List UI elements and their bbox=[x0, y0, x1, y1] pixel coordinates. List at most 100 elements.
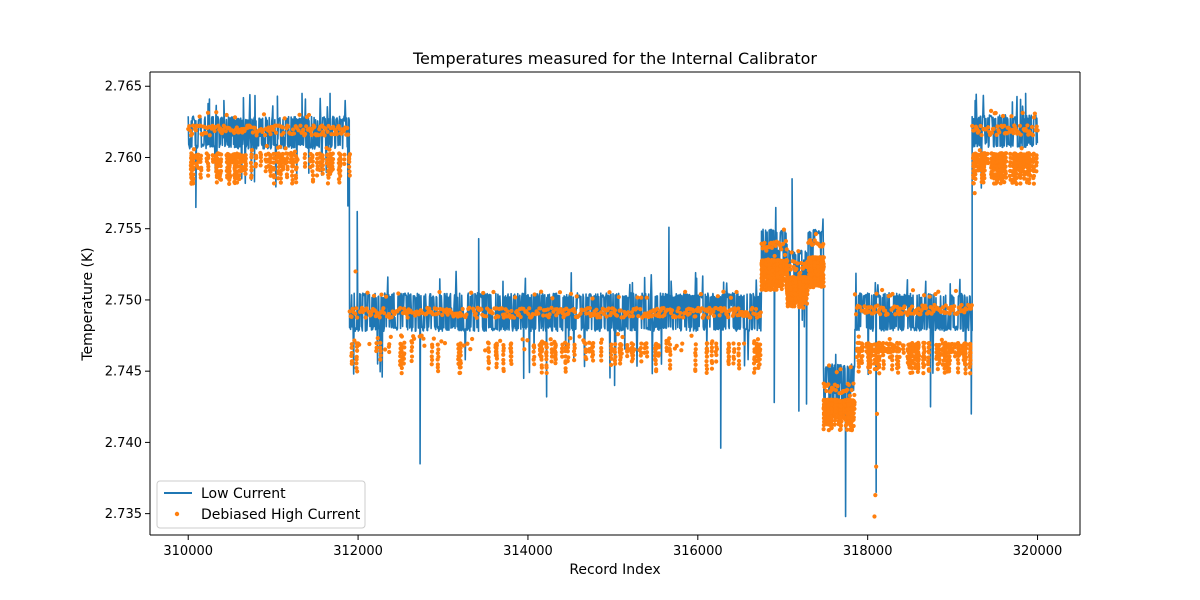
debiased-high-current-point bbox=[995, 124, 1000, 129]
debiased-high-current-point bbox=[942, 366, 947, 371]
debiased-high-current-point bbox=[825, 422, 830, 427]
debiased-high-current-point bbox=[676, 306, 681, 311]
debiased-high-current-point bbox=[630, 346, 635, 351]
debiased-high-current-point bbox=[927, 294, 932, 299]
debiased-high-current-point bbox=[238, 160, 243, 165]
debiased-high-current-point bbox=[304, 124, 309, 129]
debiased-high-current-point bbox=[759, 267, 764, 272]
debiased-high-current-point bbox=[249, 148, 255, 153]
debiased-high-current-point bbox=[429, 354, 434, 359]
debiased-high-current-point bbox=[878, 312, 883, 317]
debiased-high-current-point bbox=[290, 181, 295, 186]
debiased-high-current-point bbox=[664, 348, 669, 354]
debiased-high-current-point bbox=[277, 144, 283, 149]
debiased-high-current-point bbox=[775, 258, 780, 263]
debiased-high-current-point bbox=[881, 366, 886, 371]
debiased-high-current-point bbox=[199, 168, 204, 173]
debiased-high-current-point bbox=[753, 306, 759, 312]
debiased-high-current-point bbox=[337, 180, 342, 185]
debiased-high-current-point bbox=[766, 270, 772, 275]
debiased-high-current-point bbox=[572, 342, 577, 347]
debiased-high-current-point bbox=[709, 348, 714, 354]
debiased-high-current-point bbox=[544, 345, 549, 350]
debiased-high-current-point bbox=[532, 362, 537, 367]
debiased-high-current-point bbox=[821, 242, 826, 247]
debiased-high-current-point bbox=[549, 354, 555, 359]
debiased-high-current-point bbox=[283, 146, 288, 151]
debiased-high-current-point bbox=[429, 362, 434, 367]
debiased-high-current-point bbox=[947, 369, 952, 374]
debiased-high-current-point bbox=[532, 345, 537, 350]
debiased-high-current-point bbox=[736, 353, 741, 358]
debiased-high-current-point bbox=[751, 361, 757, 366]
debiased-high-current-point bbox=[491, 289, 496, 295]
debiased-high-current-point bbox=[910, 370, 915, 375]
debiased-high-current-point bbox=[772, 287, 777, 292]
debiased-high-current-point bbox=[249, 155, 254, 160]
debiased-high-current-point bbox=[266, 151, 271, 156]
debiased-high-current-point bbox=[936, 349, 941, 354]
debiased-high-current-point bbox=[910, 365, 915, 371]
debiased-high-current-point bbox=[320, 167, 326, 172]
debiased-high-current-point bbox=[217, 176, 222, 181]
debiased-high-current-point bbox=[962, 353, 967, 358]
debiased-high-current-point bbox=[338, 152, 343, 157]
debiased-high-current-point bbox=[906, 311, 911, 316]
debiased-high-current-point bbox=[844, 427, 850, 432]
debiased-high-current-point bbox=[349, 345, 354, 350]
debiased-high-current-point bbox=[846, 411, 851, 417]
debiased-high-current-point bbox=[991, 126, 996, 131]
debiased-high-current-point bbox=[897, 341, 902, 346]
debiased-high-current-point bbox=[1027, 164, 1033, 169]
debiased-high-current-point bbox=[780, 241, 786, 247]
debiased-high-current-point bbox=[638, 345, 643, 351]
debiased-high-current-point bbox=[827, 363, 832, 368]
debiased-high-current-point bbox=[952, 354, 958, 359]
debiased-high-current-point bbox=[829, 397, 834, 402]
debiased-high-current-point bbox=[833, 403, 838, 408]
debiased-high-current-point bbox=[274, 151, 279, 156]
debiased-high-current-point bbox=[872, 342, 877, 347]
debiased-high-current-point bbox=[436, 347, 441, 352]
debiased-high-current-point bbox=[445, 312, 450, 317]
debiased-high-current-point bbox=[389, 314, 394, 320]
debiased-high-current-point bbox=[320, 153, 325, 158]
debiased-high-current-point bbox=[310, 179, 316, 184]
debiased-high-current-point bbox=[766, 259, 771, 264]
debiased-high-current-point bbox=[795, 261, 800, 266]
debiased-high-current-point bbox=[479, 307, 484, 312]
debiased-high-current-point bbox=[872, 366, 877, 372]
debiased-high-current-point bbox=[963, 362, 968, 367]
debiased-high-current-point bbox=[303, 131, 308, 137]
debiased-high-current-point bbox=[274, 159, 279, 164]
debiased-high-current-point bbox=[857, 304, 862, 309]
debiased-high-current-point bbox=[481, 290, 486, 296]
debiased-high-current-point bbox=[681, 315, 686, 320]
debiased-high-current-point bbox=[782, 252, 788, 258]
debiased-high-current-point bbox=[971, 175, 976, 180]
debiased-high-current-point bbox=[693, 362, 698, 367]
debiased-high-current-point bbox=[550, 296, 555, 301]
debiased-high-current-point bbox=[259, 159, 264, 164]
debiased-high-current-point bbox=[846, 415, 851, 420]
debiased-high-current-point bbox=[963, 367, 968, 372]
debiased-high-current-point bbox=[931, 309, 936, 314]
debiased-high-current-point bbox=[778, 260, 783, 265]
debiased-high-current-point bbox=[918, 311, 923, 317]
debiased-high-current-point bbox=[607, 290, 612, 295]
debiased-high-current-point bbox=[620, 334, 625, 340]
debiased-high-current-point bbox=[338, 173, 343, 179]
debiased-high-current-point bbox=[921, 351, 926, 356]
debiased-high-current-point bbox=[347, 169, 352, 174]
debiased-high-current-point bbox=[486, 349, 491, 354]
debiased-high-current-point bbox=[938, 309, 944, 314]
debiased-high-current-point bbox=[767, 279, 772, 284]
debiased-high-current-point bbox=[276, 164, 282, 170]
debiased-high-current-point bbox=[521, 306, 526, 311]
debiased-high-current-point bbox=[896, 370, 901, 375]
debiased-high-current-point bbox=[798, 287, 803, 292]
debiased-high-current-point bbox=[349, 353, 354, 358]
y-tick-label: 2.735 bbox=[105, 507, 142, 522]
debiased-high-current-point bbox=[920, 354, 926, 359]
debiased-high-current-point bbox=[572, 358, 577, 363]
